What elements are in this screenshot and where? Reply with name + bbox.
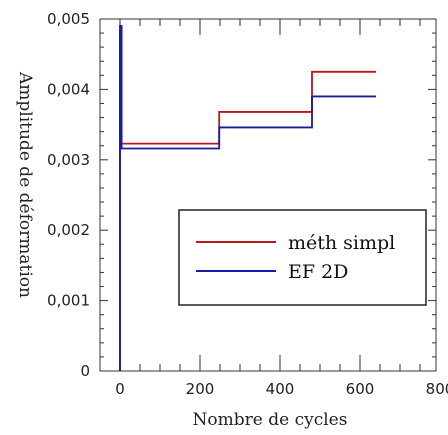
x-tick-label: 800 <box>426 380 448 398</box>
legend-box <box>178 209 427 306</box>
y-tick-label: 0,003 <box>47 151 90 169</box>
x-tick-label: 0 <box>115 380 125 398</box>
legend-label-ef-2d: EF 2D <box>288 261 348 283</box>
y-tick-label: 0,005 <box>47 10 90 28</box>
y-tick-label: 0,001 <box>47 292 90 310</box>
y-tick-label: 0,002 <box>47 221 90 239</box>
series-line-1 <box>119 25 376 371</box>
legend: méth simpl EF 2D <box>178 209 427 306</box>
legend-label-meth-simpl: méth simpl <box>288 232 395 254</box>
x-axis-title: Nombre de cycles <box>193 410 348 430</box>
x-tick-labels: 0 200 400 600 800 <box>115 380 448 398</box>
x-tick-label: 400 <box>266 380 295 398</box>
y-tick-label: 0,004 <box>47 80 90 98</box>
series-line-0 <box>119 25 376 371</box>
plot-frame <box>99 18 437 372</box>
x-tick-label: 600 <box>346 380 375 398</box>
y-tick-label: 0 <box>80 362 90 380</box>
x-tick-label: 200 <box>186 380 215 398</box>
y-tick-labels: 0 0,001 0,002 0,003 0,004 0,005 <box>47 10 90 380</box>
series-layer <box>119 25 376 371</box>
tick-marks <box>100 18 436 372</box>
y-axis-title: Amplitude de déformation <box>15 71 35 298</box>
